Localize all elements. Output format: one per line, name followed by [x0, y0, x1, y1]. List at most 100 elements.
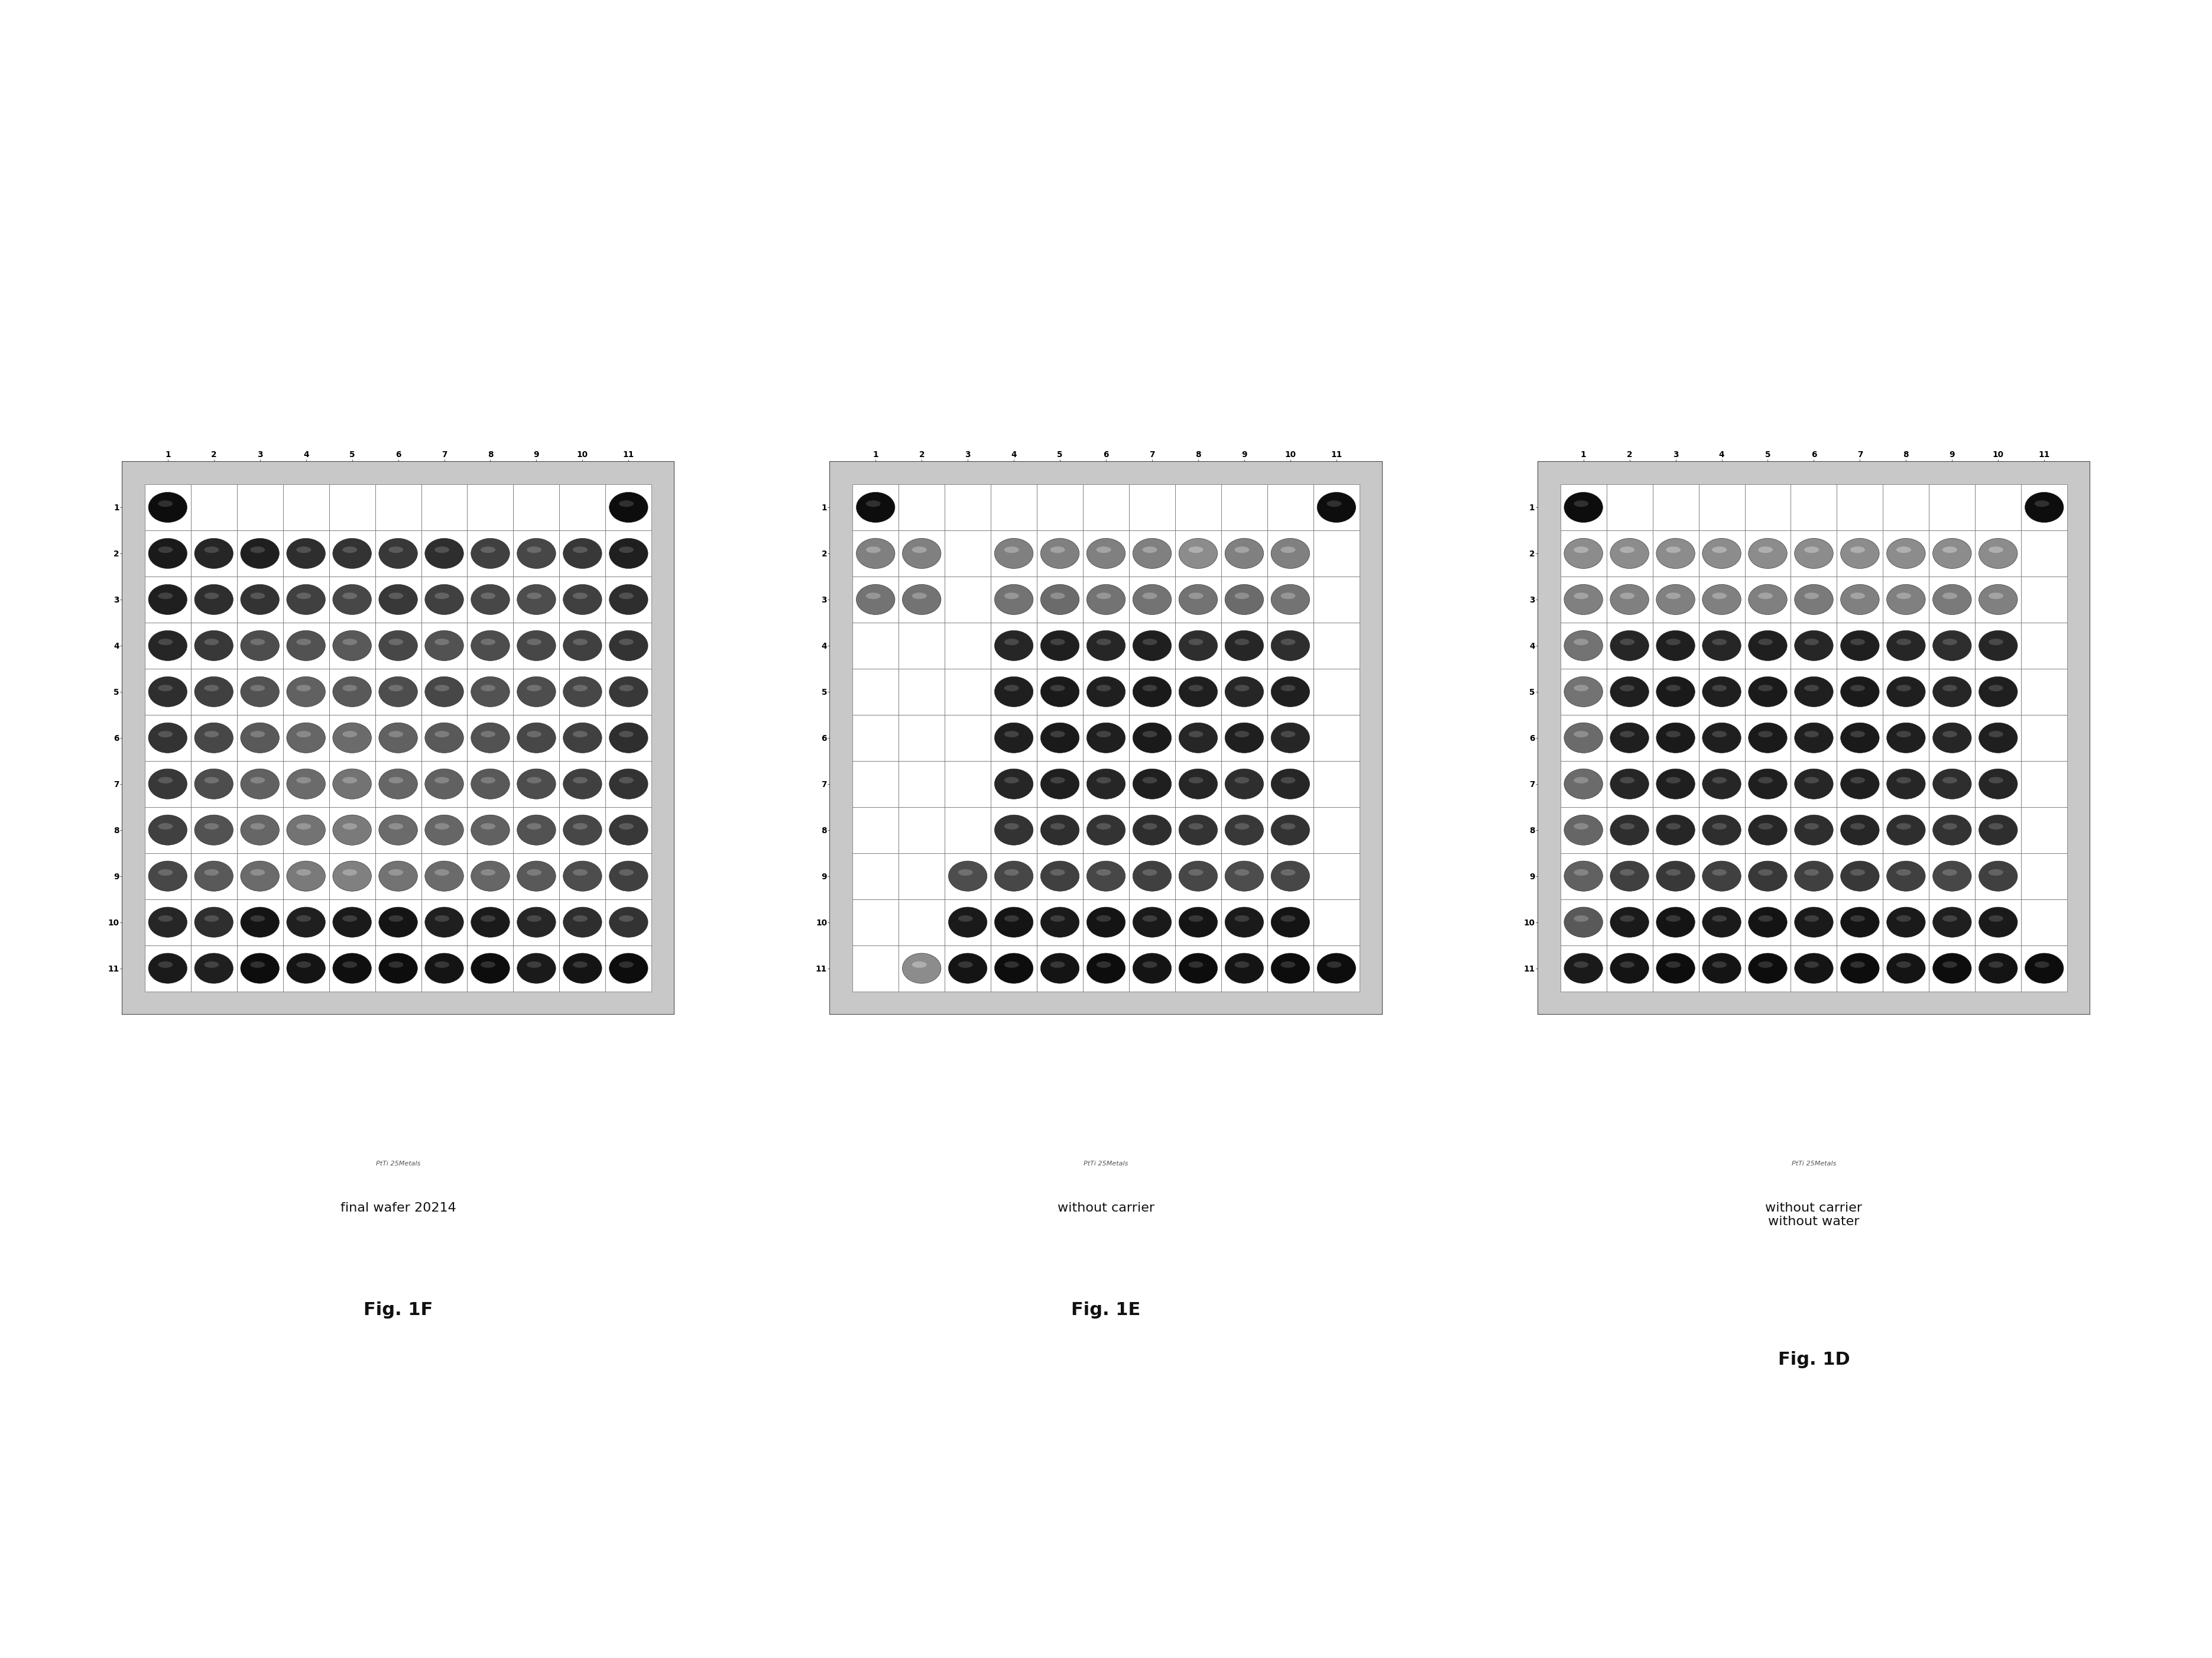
Ellipse shape: [1004, 592, 1020, 599]
Bar: [1267, 715, 1314, 761]
Bar: [606, 531, 653, 577]
Ellipse shape: [619, 778, 633, 784]
Ellipse shape: [1133, 539, 1172, 569]
Ellipse shape: [148, 630, 188, 662]
Bar: [1267, 577, 1314, 622]
Ellipse shape: [1759, 685, 1772, 691]
Ellipse shape: [1657, 953, 1694, 983]
Ellipse shape: [296, 592, 312, 599]
Ellipse shape: [1179, 769, 1217, 799]
Ellipse shape: [608, 769, 648, 799]
Bar: [991, 945, 1037, 991]
Ellipse shape: [332, 676, 372, 706]
Ellipse shape: [1989, 731, 2004, 738]
Ellipse shape: [332, 814, 372, 846]
Ellipse shape: [1573, 685, 1588, 691]
Ellipse shape: [434, 547, 449, 554]
Ellipse shape: [1225, 584, 1263, 615]
Ellipse shape: [608, 907, 648, 937]
Ellipse shape: [995, 814, 1033, 846]
Ellipse shape: [1747, 723, 1787, 753]
Bar: [330, 668, 376, 715]
Bar: [1175, 945, 1221, 991]
Bar: [376, 531, 420, 577]
Bar: [1699, 945, 1745, 991]
Ellipse shape: [250, 869, 265, 875]
Ellipse shape: [296, 869, 312, 875]
Ellipse shape: [1759, 869, 1772, 875]
FancyBboxPatch shape: [122, 461, 675, 1015]
Bar: [2022, 484, 2068, 531]
Bar: [1084, 531, 1128, 577]
FancyBboxPatch shape: [830, 461, 1382, 1015]
Bar: [945, 668, 991, 715]
Ellipse shape: [608, 676, 648, 706]
Bar: [2022, 945, 2068, 991]
Ellipse shape: [1133, 584, 1172, 615]
Ellipse shape: [1610, 539, 1648, 569]
Ellipse shape: [288, 630, 325, 662]
Bar: [852, 622, 898, 668]
Ellipse shape: [911, 962, 927, 968]
Ellipse shape: [1610, 630, 1648, 662]
Text: Fig. 1D: Fig. 1D: [1778, 1351, 1849, 1368]
Ellipse shape: [1747, 676, 1787, 706]
Ellipse shape: [1794, 630, 1834, 662]
Bar: [513, 577, 560, 622]
Ellipse shape: [1281, 915, 1296, 922]
Ellipse shape: [1040, 676, 1079, 706]
Bar: [1175, 807, 1221, 854]
Ellipse shape: [343, 822, 356, 829]
Ellipse shape: [1887, 539, 1924, 569]
Ellipse shape: [1316, 492, 1356, 522]
Ellipse shape: [1896, 731, 1911, 738]
Ellipse shape: [1980, 584, 2017, 615]
Ellipse shape: [343, 778, 356, 784]
Ellipse shape: [1942, 547, 1958, 554]
Ellipse shape: [1933, 630, 1971, 662]
Ellipse shape: [425, 861, 465, 892]
Ellipse shape: [1097, 962, 1110, 968]
Ellipse shape: [608, 723, 648, 753]
Ellipse shape: [296, 638, 312, 645]
Bar: [606, 945, 653, 991]
Bar: [1699, 484, 1745, 531]
Bar: [1559, 854, 1606, 899]
Bar: [560, 715, 606, 761]
Ellipse shape: [1703, 723, 1741, 753]
Ellipse shape: [157, 778, 173, 784]
Ellipse shape: [425, 953, 465, 983]
Bar: [144, 715, 190, 761]
Ellipse shape: [480, 592, 495, 599]
Ellipse shape: [1573, 731, 1588, 738]
Ellipse shape: [332, 630, 372, 662]
Ellipse shape: [1040, 630, 1079, 662]
Ellipse shape: [2024, 492, 2064, 522]
Bar: [1606, 807, 1652, 854]
Ellipse shape: [1281, 962, 1296, 968]
Ellipse shape: [241, 814, 279, 846]
Ellipse shape: [564, 861, 602, 892]
Ellipse shape: [995, 723, 1033, 753]
Ellipse shape: [1980, 723, 2017, 753]
Bar: [1882, 899, 1929, 945]
Bar: [1037, 945, 1084, 991]
Ellipse shape: [480, 685, 495, 691]
Ellipse shape: [1133, 907, 1172, 937]
Ellipse shape: [1712, 638, 1728, 645]
Bar: [1929, 668, 1975, 715]
Bar: [144, 484, 190, 531]
Ellipse shape: [1896, 547, 1911, 554]
Ellipse shape: [1933, 539, 1971, 569]
Ellipse shape: [1234, 778, 1250, 784]
Ellipse shape: [573, 592, 588, 599]
Ellipse shape: [1747, 630, 1787, 662]
Ellipse shape: [1840, 814, 1880, 846]
Ellipse shape: [1040, 953, 1079, 983]
Ellipse shape: [1840, 676, 1880, 706]
Bar: [1836, 531, 1882, 577]
Ellipse shape: [608, 953, 648, 983]
Bar: [420, 531, 467, 577]
Ellipse shape: [1794, 861, 1834, 892]
Ellipse shape: [1666, 547, 1681, 554]
